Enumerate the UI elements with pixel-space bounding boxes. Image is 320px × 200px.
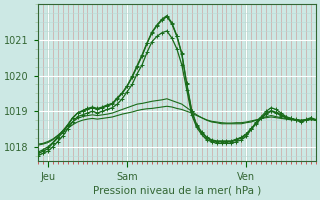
X-axis label: Pression niveau de la mer( hPa ): Pression niveau de la mer( hPa ) <box>93 186 261 196</box>
